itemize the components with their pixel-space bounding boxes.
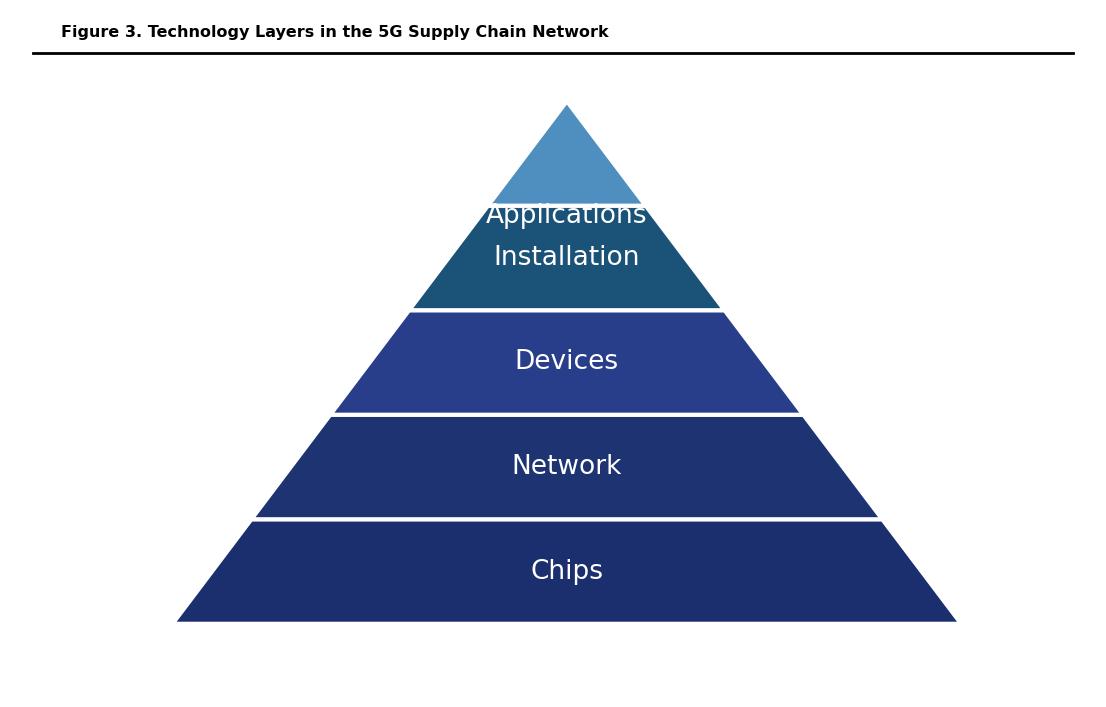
Polygon shape xyxy=(251,415,883,519)
Text: Chips: Chips xyxy=(530,559,604,585)
Text: Network: Network xyxy=(512,454,622,480)
Text: Installation: Installation xyxy=(493,245,640,271)
Text: Figure 3. Technology Layers in the 5G Supply Chain Network: Figure 3. Technology Layers in the 5G Su… xyxy=(61,25,608,40)
Polygon shape xyxy=(409,206,724,310)
Polygon shape xyxy=(173,519,961,624)
Text: Applications: Applications xyxy=(486,203,648,229)
Polygon shape xyxy=(331,310,803,415)
Polygon shape xyxy=(488,101,646,206)
Text: Devices: Devices xyxy=(514,349,619,375)
